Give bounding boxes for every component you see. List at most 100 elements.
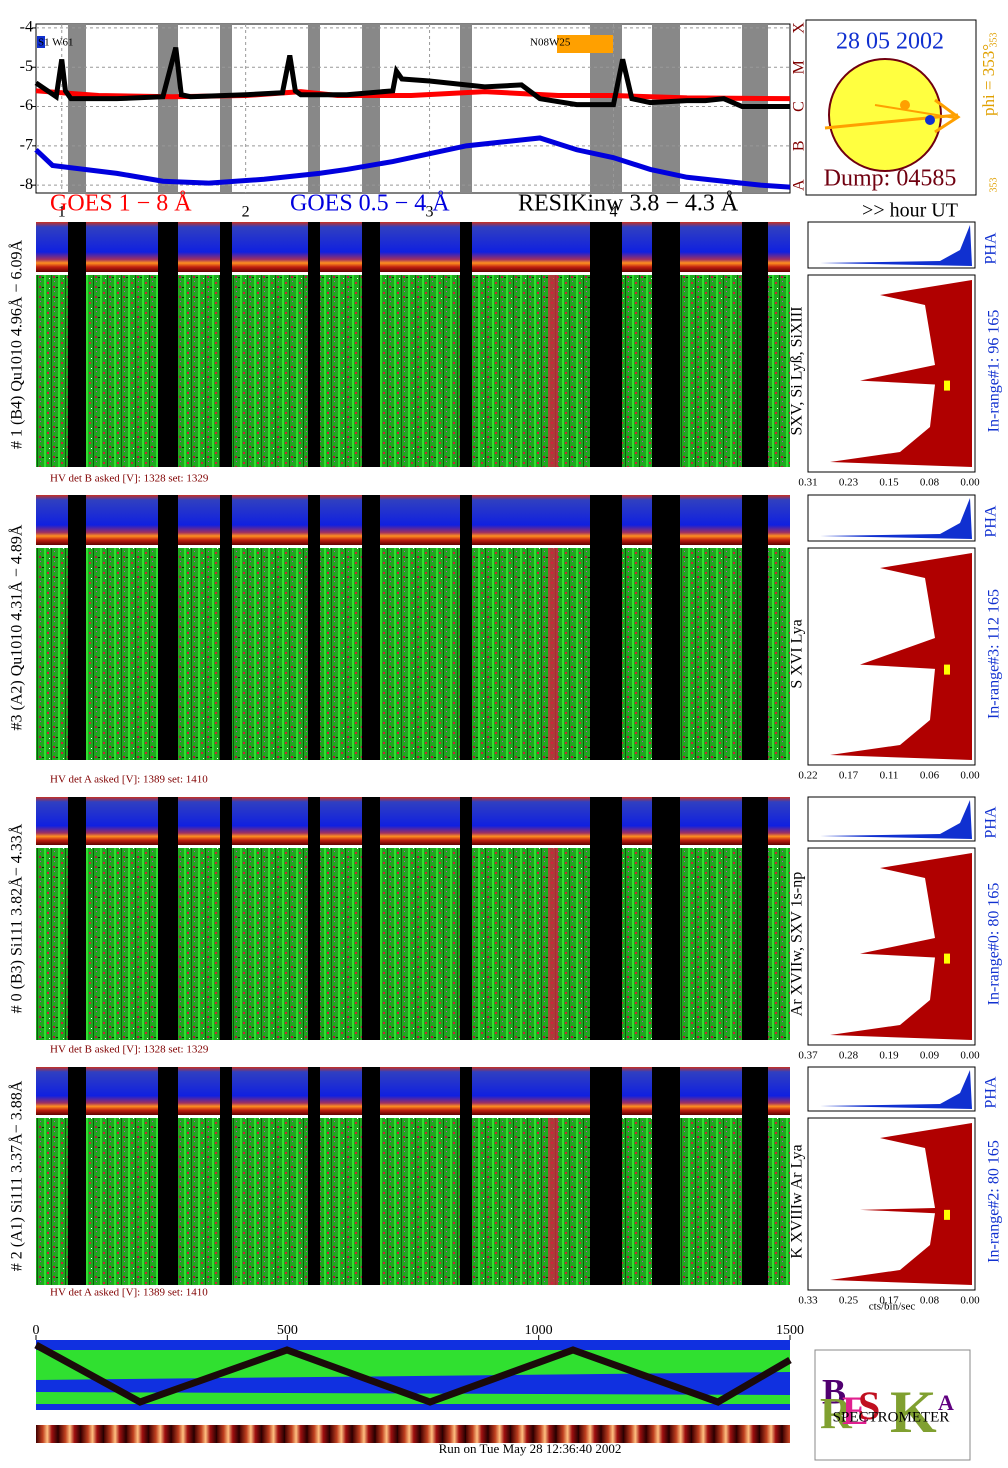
series-line [34, 46, 790, 110]
logo-text: SPECTROMETER [833, 1409, 950, 1425]
detector-label: # 0 (B3) Si111 3.82Å− 4.33Å [8, 823, 26, 1013]
gap-bar [460, 1067, 472, 1285]
flare-label: N08W25 [530, 37, 571, 49]
pha-label: PHA [983, 505, 1000, 537]
x-tick-label: 1 [58, 204, 66, 221]
hist-tick-label: 0.11 [880, 770, 899, 782]
sun-arrow-head [934, 98, 961, 134]
color-strip [36, 1425, 790, 1443]
footer: Run on Tue May 28 12:36:40 2002 [439, 1441, 622, 1456]
lines-label: S XVI Lya [789, 619, 806, 688]
pha [820, 225, 972, 266]
gap-bar [652, 495, 680, 760]
gap-bar [308, 495, 320, 760]
class-label: X [791, 22, 808, 34]
y-tick-label: -8 [20, 176, 33, 193]
gap-band [220, 24, 232, 193]
gap-bar [652, 1067, 680, 1285]
gap-bar [68, 797, 86, 1040]
class-label: C [791, 101, 808, 112]
gap-bar [68, 495, 86, 760]
gap-band [652, 24, 680, 193]
x-tick-label: 1500 [776, 1323, 804, 1338]
hv-label: HV det A asked [V]: 1389 set: 1410 [50, 1287, 208, 1299]
hist [830, 553, 972, 760]
time-axis-label: >> hour UT [862, 200, 958, 222]
detector-label: # 1 (B4) Qu1010 4.96Å − 6.09Å [8, 240, 26, 449]
ridge [548, 848, 558, 1040]
hist-tick-label: 0.19 [879, 1050, 899, 1062]
gap-bar [158, 495, 178, 760]
y-tick-label: -5 [20, 58, 33, 75]
x-tick-label: 1000 [525, 1323, 553, 1338]
pha [820, 800, 972, 839]
in-range: In-range#2: 80 165 [986, 1140, 1003, 1263]
y-tick-label: -7 [20, 137, 33, 154]
lines-label: K XVIIIw Ar Lya [789, 1144, 806, 1258]
gap-bar [362, 222, 380, 467]
gap-bar [742, 495, 768, 760]
hv-label: HV det B asked [V]: 1328 set: 1329 [50, 473, 209, 485]
hist-tick-label: 0.17 [879, 1295, 899, 1307]
sun-arrow [874, 104, 956, 119]
hist-marker [944, 380, 950, 391]
hist [830, 280, 972, 467]
legend-entry: GOES 0.5 − 4 Å [290, 191, 450, 217]
gap-bar [220, 1067, 232, 1285]
gap-bar [220, 797, 232, 1040]
sun-date: 28 05 2002 [836, 29, 944, 55]
gap-bar [362, 1067, 380, 1285]
legend-entry: GOES 1 − 8 Å [50, 191, 192, 217]
sun-phi-b: 353 [988, 178, 999, 193]
class-label: M [791, 60, 808, 74]
x-tick-label: 0 [33, 1323, 40, 1338]
series-line [34, 135, 791, 190]
ridge [548, 275, 558, 467]
ridge [548, 1118, 558, 1285]
hist-tick-label: 0.23 [839, 477, 859, 489]
gap-bar [68, 222, 86, 467]
flare-marker [37, 36, 45, 48]
hist-tick-label: 0.00 [960, 770, 980, 782]
hist-tick-label: 0.25 [839, 1295, 859, 1307]
class-label: A [791, 179, 808, 191]
gap-bar [362, 797, 380, 1040]
gap-bar [460, 797, 472, 1040]
hist-tick-label: 0.00 [960, 477, 980, 489]
logo-frame [814, 1349, 971, 1461]
gap-band [460, 24, 472, 193]
hist-xlabel: cts/bin/sec [869, 1301, 916, 1313]
detector-label: #3 (A2) Qu1010 4.31Å − 4.89Å [8, 524, 26, 730]
gap-bar [742, 222, 768, 467]
sun-phi: phi = 353° [979, 44, 998, 116]
gap-bar [652, 222, 680, 467]
sun-arrow [824, 113, 959, 130]
logo-letter: K [890, 1379, 937, 1445]
hist-tick-label: 0.06 [920, 770, 940, 782]
hist-marker [944, 953, 950, 964]
sun-disk [828, 58, 942, 172]
hist [830, 853, 972, 1040]
scan-path [34, 1341, 792, 1406]
gap-bar [220, 222, 232, 467]
class-label: B [791, 141, 808, 152]
x-tick-label: 500 [277, 1323, 298, 1338]
gap-bar [220, 495, 232, 760]
gap-band [308, 24, 320, 193]
hist-tick-label: 0.33 [798, 1295, 818, 1307]
in-range: In-range#3: 112 165 [986, 589, 1003, 719]
hist-tick-label: 0.37 [798, 1050, 818, 1062]
pha [820, 1070, 972, 1109]
pha-label: PHA [983, 1076, 1000, 1108]
logo-letter: R [820, 1389, 853, 1438]
hist-marker [944, 664, 950, 675]
gap-bar [158, 797, 178, 1040]
hist-marker [944, 1209, 950, 1220]
sun-phi-a: 353 [988, 33, 999, 48]
lines-label: Ar XVIIw, SXV 1s-np [789, 872, 806, 1016]
pha [820, 498, 972, 539]
hist [830, 1123, 972, 1285]
gap-bar [742, 797, 768, 1040]
